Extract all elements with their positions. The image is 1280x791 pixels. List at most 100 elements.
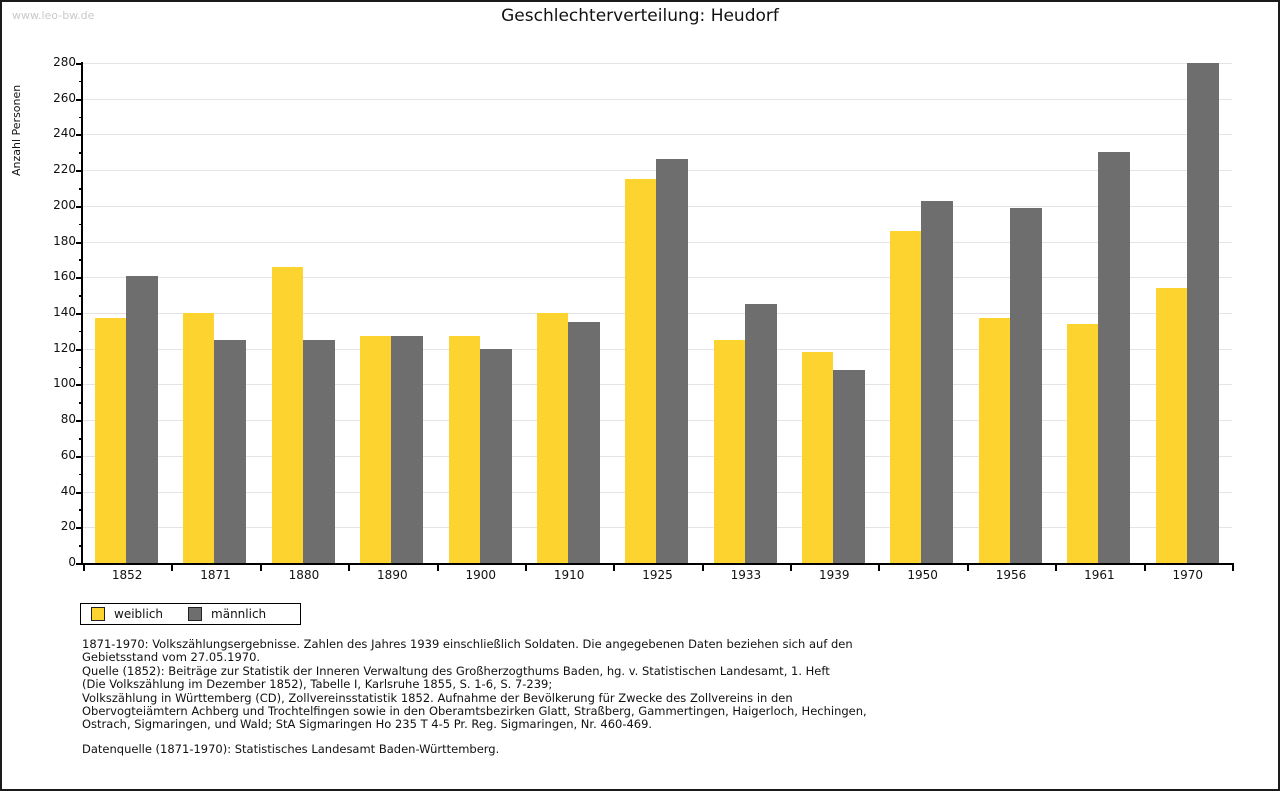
y-tick-160 (76, 277, 83, 280)
x-tick-5 (524, 563, 527, 571)
y-tick-280 (76, 63, 83, 65)
bar-männlich-1900 (479, 348, 512, 563)
bar-männlich-1950 (921, 200, 954, 563)
legend-label-männlich: männlich (211, 607, 267, 621)
bar-weiblich-1961 (1067, 323, 1099, 563)
y-tick-label-140: 140 (53, 305, 76, 319)
bar-weiblich-1925 (625, 179, 657, 563)
bar-männlich-1890 (391, 336, 424, 563)
x-axis-label-1925: 1925 (642, 568, 673, 582)
x-axis-label-1939: 1939 (818, 568, 850, 582)
y-tick-label-260: 260 (53, 90, 76, 105)
y-tick-label-40: 40 (60, 483, 76, 498)
legend-label-weiblich: weiblich (114, 607, 164, 621)
x-axis-label-1956: 1956 (995, 568, 1027, 582)
y-tick-240 (76, 134, 83, 137)
y-tick-label-80: 80 (60, 412, 76, 427)
x-axis-label-1880: 1880 (288, 568, 320, 582)
y-tick-60 (76, 455, 83, 458)
legend: weiblich männlich (80, 603, 301, 625)
x-axis-label-1900: 1900 (465, 568, 496, 582)
bar-weiblich-1956 (978, 318, 1010, 563)
x-axis-label-1970: 1970 (1172, 568, 1204, 582)
y-tick-260 (76, 98, 83, 101)
bar-männlich-1970 (1186, 63, 1219, 563)
datasource-note: Datenquelle (1871-1970): Statistisches L… (82, 742, 500, 756)
y-tick-180 (76, 241, 83, 244)
footnote-line-6: Obervogteiämtern Achberg und Trochtelfin… (82, 704, 867, 719)
y-tick-0 (76, 563, 83, 565)
x-axis-label-1890: 1890 (377, 568, 408, 582)
x-axis-label-1950: 1950 (907, 568, 938, 582)
bar-männlich-1956 (1009, 207, 1042, 563)
bar-männlich-1852 (126, 275, 158, 563)
x-tick-1 (171, 563, 174, 571)
x-axis (81, 563, 1232, 565)
legend-swatch-männlich (188, 607, 203, 621)
legend-swatch-weiblich (91, 607, 105, 621)
y-tick-140 (76, 313, 83, 315)
x-tick-12 (1143, 563, 1146, 571)
bar-weiblich-1970 (1155, 288, 1187, 563)
x-tick-7 (701, 563, 704, 571)
bar-männlich-1925 (656, 159, 689, 563)
footnote-line-7: Ostrach, Sigmaringen, und Wald; StA Sigm… (82, 717, 653, 732)
bar-männlich-1933 (744, 304, 777, 563)
y-tick-label-220: 220 (53, 162, 76, 177)
y-tick-label-240: 240 (53, 126, 76, 141)
y-tick-label-60: 60 (60, 447, 76, 462)
bar-weiblich-1933 (713, 339, 745, 563)
y-tick-120 (76, 348, 83, 351)
y-tick-100 (76, 384, 83, 387)
footnote-line-5: Volkszählung in Württemberg (CD), Zollve… (82, 690, 793, 705)
y-tick-label-180: 180 (53, 233, 76, 248)
y-tick-label-200: 200 (53, 197, 76, 212)
y-tick-label-120: 120 (53, 340, 76, 355)
x-tick-13 (1232, 563, 1234, 571)
y-tick-220 (76, 170, 83, 173)
bar-männlich-1939 (833, 370, 866, 563)
y-axis-label: Anzahl Personen (10, 84, 23, 176)
footnote-line-4: (Die Volkszählung im Dezember 1852), Tab… (82, 677, 553, 692)
x-tick-10 (966, 563, 969, 571)
bar-weiblich-1871 (183, 313, 215, 563)
bar-männlich-1961 (1098, 152, 1131, 563)
y-tick-label-20: 20 (60, 519, 76, 534)
bar-männlich-1880 (302, 339, 335, 563)
y-tick-200 (76, 205, 83, 208)
footnote-block: 1871-1970: Volkszählungsergebnisse. Zahl… (82, 637, 1222, 732)
bar-männlich-1871 (214, 339, 247, 563)
x-tick-6 (613, 563, 616, 571)
bar-weiblich-1910 (536, 313, 568, 563)
x-tick-0 (83, 563, 85, 571)
footnote-line-2: Gebietsstand vom 27.05.1970. (82, 650, 261, 665)
bar-weiblich-1950 (890, 230, 922, 563)
footnote-line-1: 1871-1970: Volkszählungsergebnisse. Zahl… (82, 637, 853, 651)
bar-männlich-1910 (567, 321, 600, 563)
y-tick-label-0: 0 (68, 555, 76, 569)
footnote-line-3: Quelle (1852): Beiträge zur Statistik de… (82, 663, 830, 678)
y-tick-label-160: 160 (53, 269, 76, 284)
x-axis-label-1852: 1852 (111, 568, 143, 582)
y-tick-label-100: 100 (53, 376, 76, 391)
x-tick-3 (348, 563, 351, 571)
y-tick-20 (76, 527, 83, 530)
y-tick-80 (76, 420, 83, 423)
bar-weiblich-1890 (360, 336, 392, 563)
x-tick-4 (436, 563, 439, 571)
watermark: www.leo-bw.de (12, 9, 95, 22)
x-axis-label-1871: 1871 (200, 568, 231, 582)
x-tick-11 (1055, 563, 1058, 571)
bar-weiblich-1852 (95, 318, 126, 563)
gridline-240 (83, 134, 1232, 136)
y-tick-40 (76, 491, 83, 494)
gridline-280 (83, 63, 1232, 64)
chart-title: Geschlechterverteilung: Heudorf (501, 6, 779, 26)
x-axis-label-1933: 1933 (730, 568, 762, 582)
x-tick-8 (790, 563, 793, 571)
x-tick-9 (878, 563, 881, 571)
x-tick-2 (259, 563, 262, 571)
bar-weiblich-1939 (802, 352, 834, 563)
gridline-260 (83, 98, 1232, 100)
